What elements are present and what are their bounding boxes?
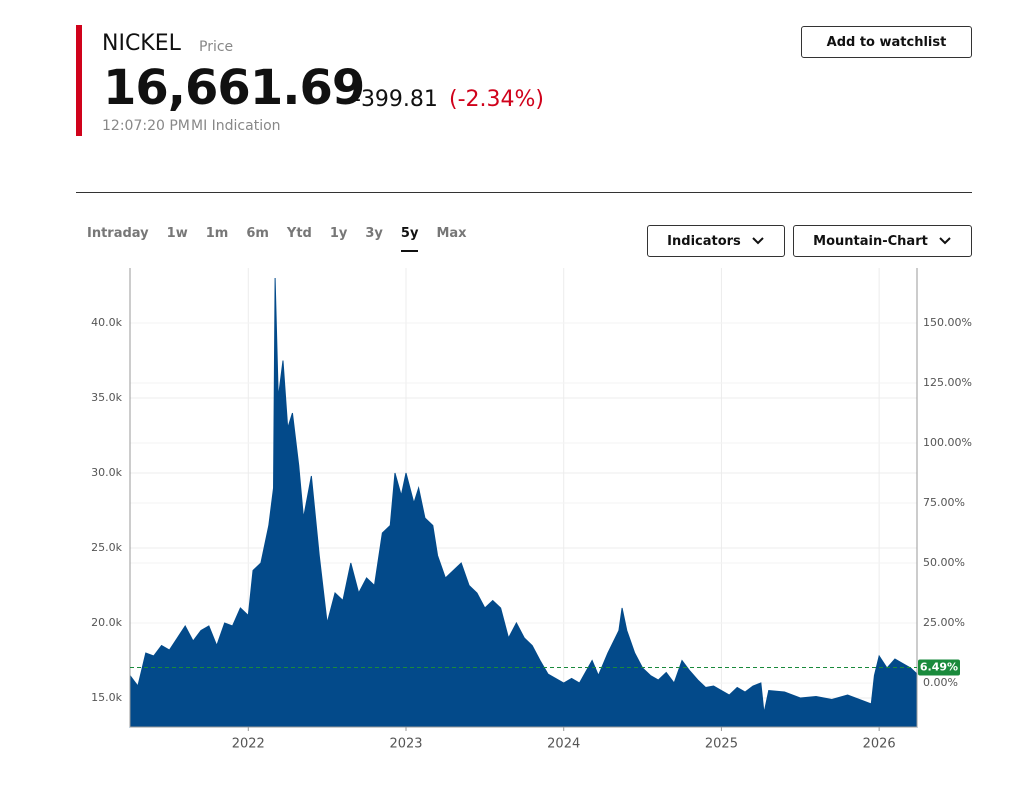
chart-style-dropdown[interactable]: Mountain-Chart	[793, 225, 972, 257]
x-tick-label: 2023	[389, 737, 422, 752]
y2-tick-label: 75.00%	[923, 496, 965, 509]
y-tick-label: 35.0k	[91, 391, 122, 404]
range-tab[interactable]: Max	[436, 226, 467, 241]
indicators-dropdown[interactable]: Indicators	[647, 225, 785, 257]
range-tab[interactable]: 3y	[365, 226, 383, 241]
y2-tick-label: 0.00%	[923, 676, 958, 689]
x-tick-label: 2024	[547, 737, 580, 752]
range-tab[interactable]: 6m	[246, 226, 269, 241]
chevron	[752, 237, 764, 245]
y-tick-label: 30.0k	[91, 466, 122, 479]
instrument-name: NICKEL	[102, 31, 181, 56]
price-change: -399.81	[353, 87, 438, 112]
range-tab[interactable]: 1m	[205, 226, 229, 241]
reference-label: 6.49%	[920, 660, 958, 673]
y-tick-label: 25.0k	[91, 541, 122, 554]
price: 16,661.69	[103, 60, 365, 116]
x-tick-label: 2025	[705, 737, 738, 752]
x-tick-label: 2022	[232, 737, 265, 752]
y2-tick-label: 50.00%	[923, 556, 965, 569]
chart: 2022 2023 2024 2025 2026 15.0k 20.0k 25.0k 30.0k…	[91, 268, 972, 752]
watchlist-button[interactable]: Add to watchlist	[801, 26, 972, 58]
accent-bar	[76, 25, 82, 136]
quote-source: MI Indication	[191, 118, 281, 134]
range-tab[interactable]: 1w	[166, 226, 188, 241]
range-tab[interactable]: 5y	[400, 222, 419, 252]
price-area	[129, 277, 918, 728]
price-change-percent: (-2.34%)	[449, 87, 544, 112]
y2-tick-label: 150.00%	[923, 316, 972, 329]
reference-badge	[918, 659, 960, 676]
y-tick-label: 15.0k	[91, 691, 122, 704]
range-tab[interactable]: 1y	[329, 226, 348, 241]
y2-tick-label: 100.00%	[923, 436, 972, 449]
y-tick-label: 20.0k	[91, 616, 122, 629]
chevron	[939, 237, 951, 245]
y-tick-label: 40.0k	[91, 316, 122, 329]
dropdown-label: Mountain-Chart	[813, 233, 928, 249]
instrument-note: Price	[199, 39, 234, 55]
x-tick-label: 2026	[863, 737, 896, 752]
divider	[76, 192, 972, 193]
range-tabs: Intraday 1w 1m 6m Ytd 1y 3y 5y Max	[78, 222, 476, 252]
range-tab[interactable]: Intraday	[87, 226, 149, 241]
dropdown-label: Indicators	[667, 233, 741, 249]
y2-tick-label: 125.00%	[923, 376, 972, 389]
range-tab[interactable]: Ytd	[286, 226, 312, 241]
y2-tick-label: 25.00%	[923, 616, 965, 629]
quote-time: 12:07:20 PM	[102, 118, 190, 134]
